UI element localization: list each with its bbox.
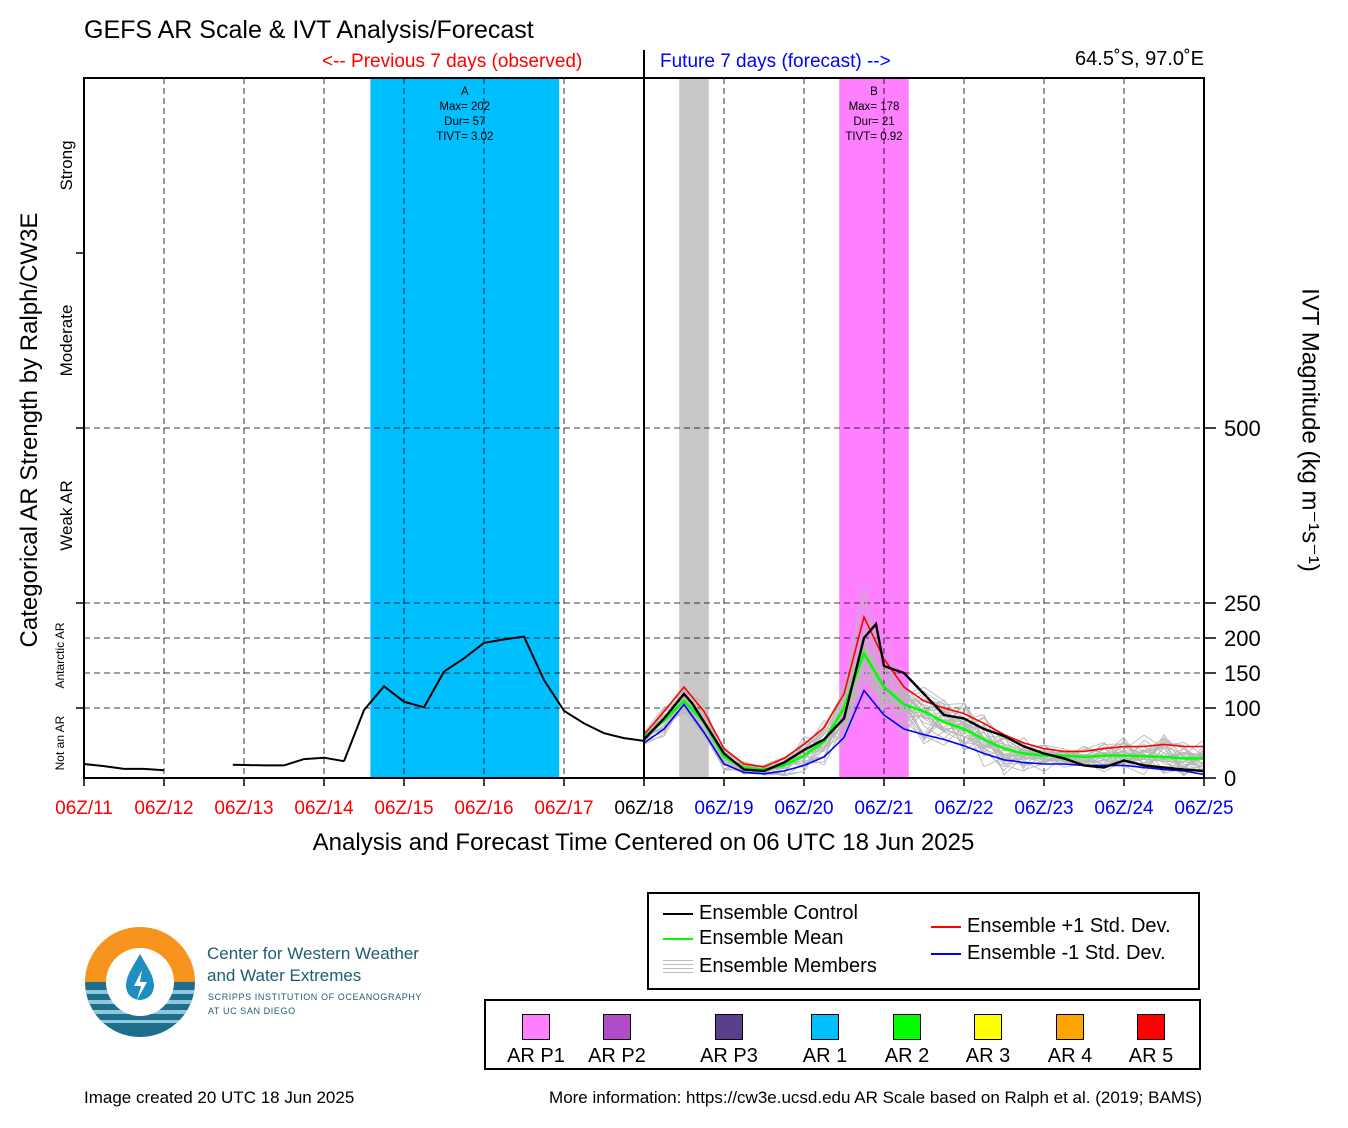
observed-ivt-line — [343, 635, 645, 762]
legend-mean: Ensemble Mean — [663, 927, 844, 950]
ar-2-label: AR 2 — [884, 1045, 930, 1067]
x-tick-label: 06Z/19 — [694, 798, 753, 819]
y-tick-label: 200 — [1224, 626, 1261, 651]
x-tick-label: 06Z/22 — [934, 798, 993, 819]
x-axis-title: Analysis and Forecast Time Centered on 0… — [312, 829, 975, 856]
legend-plus-std: Ensemble +1 Std. Dev. — [931, 915, 1171, 938]
image-created-timestamp: Image created 20 UTC 18 Jun 2025 — [84, 1088, 355, 1107]
previous-days-label: <-- Previous 7 days (observed) — [322, 51, 583, 72]
x-tick-label: 06Z/23 — [1014, 798, 1073, 819]
ar-event-B-label: TIVT= 0.92 — [845, 131, 902, 143]
ar-p3-swatch — [715, 1014, 743, 1040]
ar-3-label: AR 3 — [965, 1045, 1011, 1067]
legend-minus-std: Ensemble -1 Std. Dev. — [931, 942, 1166, 965]
category-label: Weak AR — [57, 480, 76, 551]
ar-4-label: AR 4 — [1047, 1045, 1093, 1067]
category-label: Strong — [57, 140, 76, 190]
y-tick-label: 0 — [1224, 766, 1236, 791]
category-label: Moderate — [57, 305, 76, 377]
category-label: Antarctic AR — [53, 622, 67, 688]
x-tick-label: 06Z/14 — [294, 798, 354, 819]
org-affiliation-line1: SCRIPPS INSTITUTION OF OCEANOGRAPHY — [208, 992, 423, 1002]
y-tick-label: 250 — [1224, 591, 1261, 616]
ivt-chart: A Max= 202 Dur= 57 TIVT= 3.02 B Max= 178 Dur= … — [53, 50, 1261, 819]
future-days-label: Future 7 days (forecast) --> — [660, 51, 891, 72]
y-tick-label: 500 — [1224, 416, 1261, 441]
ar-3-swatch — [974, 1014, 1002, 1040]
x-tick-label: 06Z/16 — [454, 798, 513, 819]
ar-5-swatch — [1137, 1014, 1165, 1040]
x-tick-label: 06Z/24 — [1094, 798, 1154, 819]
x-tick-label: 06Z/18 — [614, 798, 673, 819]
ar-p2-label: AR P2 — [588, 1045, 646, 1067]
category-label: Not an AR — [53, 715, 67, 770]
ar-event-B-label: Max= 178 — [849, 101, 900, 113]
legend-control: Ensemble Control — [663, 902, 858, 925]
x-tick-label: 06Z/25 — [1174, 798, 1233, 819]
ar-5-label: AR 5 — [1128, 1045, 1174, 1067]
x-tick-label: 06Z/15 — [374, 798, 433, 819]
x-tick-label: 06Z/12 — [134, 798, 193, 819]
ar-4-swatch — [1056, 1014, 1084, 1040]
ar-event-B-label: Dur= 21 — [853, 116, 894, 128]
ar-p1-label: AR P1 — [507, 1045, 565, 1067]
y-tick-label: 150 — [1224, 661, 1261, 686]
ensemble-control-line — [643, 621, 1205, 773]
x-tick-label: 06Z/13 — [214, 798, 273, 819]
y-tick-label: 100 — [1224, 696, 1261, 721]
chart-title: GEFS AR Scale & IVT Analysis/Forecast — [84, 16, 534, 44]
ar-event-A-label: Max= 202 — [439, 101, 490, 113]
more-info-text: More information: https://cw3e.ucsd.edu … — [549, 1088, 1202, 1107]
x-tick-label: 06Z/11 — [55, 798, 113, 819]
ar-p1-swatch — [522, 1014, 550, 1040]
ar-event-A-label: TIVT= 3.02 — [436, 131, 493, 143]
x-tick-label: 06Z/20 — [774, 798, 833, 819]
org-name-line2: and Water Extremes — [207, 966, 362, 985]
observed-ivt-line — [232, 756, 345, 767]
legend-members: Ensemble Members — [663, 955, 877, 978]
ar-p2-swatch — [603, 1014, 631, 1040]
ar-1-swatch — [811, 1014, 839, 1040]
ar-p3-label: AR P3 — [700, 1045, 758, 1067]
legend: Ensemble Control Ensemble Mean Ensemble … — [647, 892, 1200, 990]
ar-1-label: AR 1 — [802, 1045, 848, 1067]
location-coordinates: 64.5˚S, 97.0˚E — [1075, 48, 1204, 70]
cw3e-logo — [85, 927, 195, 1037]
ar-event-B-label: B — [870, 86, 878, 98]
ar-2-swatch — [893, 1014, 921, 1040]
org-affiliation-line2: AT UC SAN DIEGO — [208, 1006, 296, 1016]
x-tick-label: 06Z/21 — [854, 798, 913, 819]
ar-event-A-label: A — [461, 86, 469, 98]
ensemble-member-line — [643, 649, 1205, 775]
ar-scale-legend: AR P1 AR P2 AR P3 AR 1 AR 2 AR 3 AR 4 AR… — [484, 999, 1201, 1070]
x-tick-label: 06Z/17 — [534, 798, 593, 819]
org-name-line1: Center for Western Weather — [207, 944, 419, 963]
plus-std-line — [643, 614, 1204, 768]
ensemble-member-line — [643, 644, 1205, 771]
observed-ivt-line — [83, 763, 165, 772]
ar-event-A-label: Dur= 57 — [444, 116, 485, 128]
